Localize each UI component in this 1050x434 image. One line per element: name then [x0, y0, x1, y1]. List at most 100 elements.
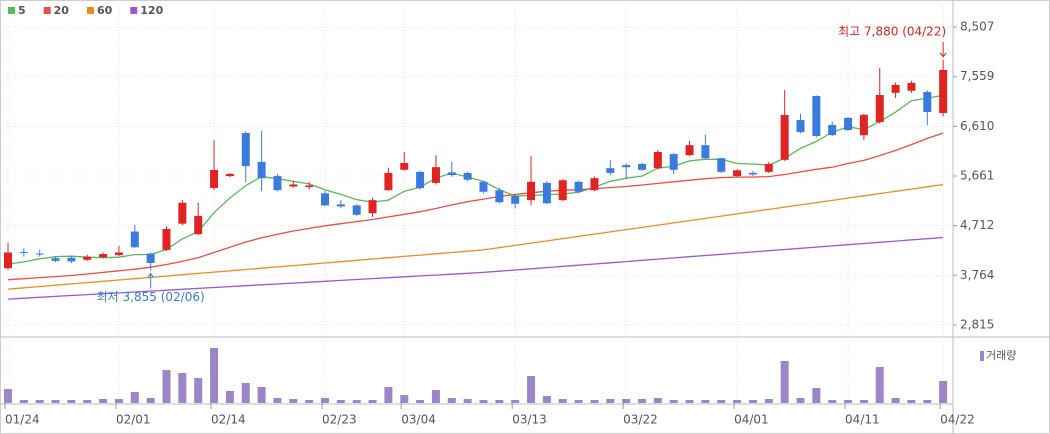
candle-body [701, 145, 710, 159]
candle-body [923, 91, 932, 112]
volume-bar [225, 391, 234, 403]
candle-body [225, 173, 234, 177]
candle-body [114, 252, 123, 256]
volume-legend-swatch [980, 351, 984, 361]
candle-body [67, 257, 76, 262]
legend-label: 5 [18, 4, 26, 17]
candle-body [479, 181, 488, 192]
volume-bar [19, 400, 28, 403]
candle-body [590, 178, 599, 191]
legend-label: 120 [140, 4, 163, 17]
x-tick-label: 03/13 [512, 413, 547, 427]
volume-bar [590, 400, 599, 403]
volume-bar [733, 400, 742, 403]
candle-body [558, 180, 567, 201]
volume-bar [748, 400, 757, 403]
volume-bar [495, 400, 504, 403]
candle-body [844, 117, 853, 130]
candle-body [653, 151, 662, 169]
legend-label: 20 [54, 4, 70, 17]
volume-bar [796, 398, 805, 403]
y-tick-label: 5,661 [960, 169, 994, 183]
volume-legend-label: 거래량 [986, 349, 1016, 362]
x-tick-label: 02/14 [211, 413, 246, 427]
candle-body [4, 252, 12, 269]
high-arrow [939, 41, 947, 58]
candle-body [574, 181, 583, 192]
legend-swatch [8, 7, 15, 14]
volume-bar [669, 400, 678, 403]
volume-bar [146, 398, 155, 403]
volume-bar [479, 400, 488, 403]
volume-bar [701, 400, 710, 403]
candle-body [368, 200, 377, 214]
volume-bar [511, 400, 520, 403]
candle-body [194, 215, 203, 235]
volume-bar [463, 399, 472, 403]
candle-body [638, 164, 646, 170]
volume-bar [606, 399, 615, 403]
volume-bar [653, 398, 662, 403]
candle-body [622, 165, 631, 168]
volume-bar [289, 399, 298, 403]
candle-body [511, 195, 520, 204]
candle-body [210, 169, 219, 188]
ma-line [7, 183, 944, 290]
candle-body [162, 228, 171, 250]
volume-bar [685, 400, 694, 403]
ma-line [7, 132, 944, 281]
volume-bar [400, 395, 409, 403]
volume-bar [352, 400, 361, 403]
volume-bar [162, 370, 171, 403]
volume-bar [194, 378, 203, 403]
x-tick-label: 03/22 [623, 413, 658, 427]
candle-body [384, 172, 393, 191]
y-tick-label: 4,712 [960, 218, 994, 232]
volume-bar [416, 400, 425, 403]
volume-bar [321, 398, 329, 403]
volume-bar [828, 400, 837, 403]
volume-bar [622, 399, 631, 403]
candle-body [51, 258, 60, 261]
y-tick-label: 6,610 [960, 119, 994, 133]
x-tick-label: 04/22 [940, 413, 975, 427]
candle-body [764, 164, 773, 172]
y-tick-label: 3,764 [960, 268, 994, 282]
candle-body [273, 176, 282, 191]
volume-bar [257, 387, 266, 403]
volume-bar [558, 399, 567, 403]
candle-body [733, 170, 742, 177]
legend-swatch [130, 7, 138, 14]
candle-body [796, 120, 805, 133]
volume-bar [939, 381, 948, 403]
volume-bar [83, 400, 92, 403]
volume-bar [4, 389, 12, 403]
volume-bar [273, 398, 282, 403]
x-tick-label: 04/01 [734, 413, 769, 427]
candle-body [431, 167, 440, 183]
high-annotation: 최고 7,880 (04/22) [838, 24, 946, 38]
candle-body [130, 231, 139, 248]
candle-body [463, 172, 472, 180]
y-tick-label: 8,507 [960, 20, 994, 34]
candle-body [416, 171, 425, 189]
y-tick-label: 7,559 [960, 69, 994, 83]
volume-bar [875, 367, 884, 403]
x-tick-label: 01/24 [5, 413, 40, 427]
volume-bar [67, 400, 76, 403]
candle-body [241, 133, 250, 167]
candle-body [336, 204, 345, 207]
volume-bar [574, 400, 583, 403]
candle-body [685, 145, 694, 156]
volume-bar [859, 400, 868, 403]
candle-body [289, 184, 298, 187]
volume-bar [717, 400, 726, 403]
volume-bar [780, 361, 789, 403]
low-annotation: 최저 3,855 (02/06) [97, 290, 205, 304]
volume-bar [336, 400, 345, 403]
volume-bar [99, 399, 108, 403]
candle-body [83, 256, 92, 260]
volume-bar [891, 398, 900, 403]
